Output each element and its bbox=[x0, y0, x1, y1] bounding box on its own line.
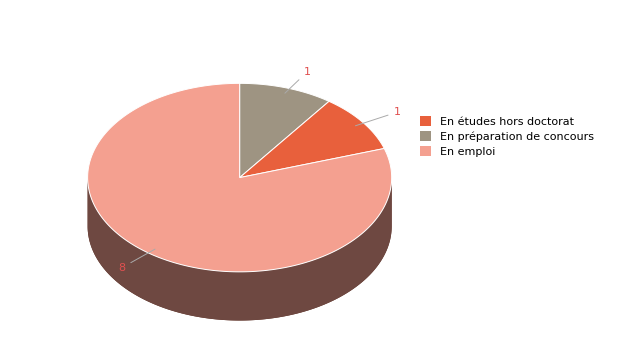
Text: 8: 8 bbox=[118, 249, 155, 273]
Text: 1: 1 bbox=[355, 107, 401, 126]
Polygon shape bbox=[88, 178, 392, 321]
Legend: En études hors doctorat, En préparation de concours, En emploi: En études hors doctorat, En préparation … bbox=[420, 116, 594, 157]
Polygon shape bbox=[88, 83, 392, 272]
Polygon shape bbox=[239, 83, 329, 177]
Text: 1: 1 bbox=[285, 67, 311, 93]
Polygon shape bbox=[88, 177, 392, 321]
Polygon shape bbox=[239, 101, 384, 177]
